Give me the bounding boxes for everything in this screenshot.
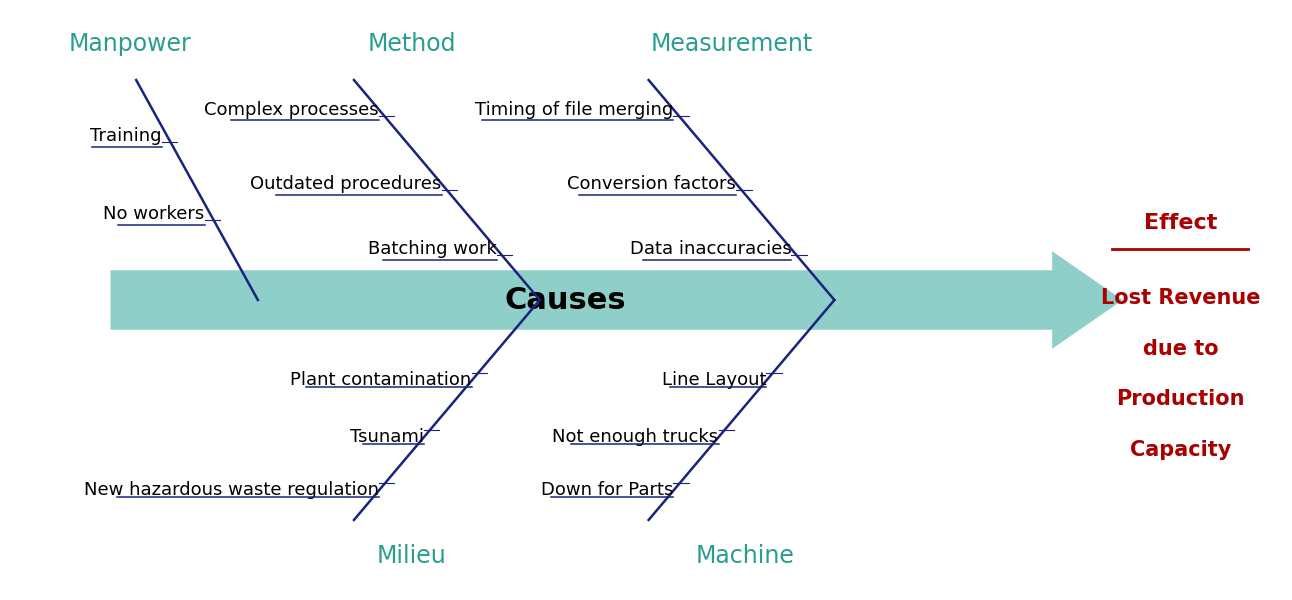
Text: Measurement: Measurement (651, 32, 813, 56)
Text: Complex processes: Complex processes (204, 101, 379, 119)
Text: Manpower: Manpower (68, 32, 191, 56)
Text: Not enough trucks: Not enough trucks (553, 428, 718, 446)
Text: Tsunami: Tsunami (350, 428, 424, 446)
Text: due to: due to (1142, 338, 1218, 359)
Text: Outdated procedures: Outdated procedures (251, 175, 442, 193)
Text: Batching work: Batching work (368, 241, 496, 259)
Text: Milieu: Milieu (377, 544, 447, 568)
Text: Conversion factors: Conversion factors (567, 175, 736, 193)
Text: Training: Training (90, 127, 162, 145)
Text: Causes: Causes (505, 286, 627, 314)
Text: Timing of file merging: Timing of file merging (475, 101, 673, 119)
Text: Line Layout: Line Layout (662, 371, 766, 389)
Text: New hazardous waste regulation: New hazardous waste regulation (84, 481, 379, 499)
Text: Data inaccuracies: Data inaccuracies (629, 241, 792, 259)
Text: Down for Parts: Down for Parts (541, 481, 673, 499)
Text: No workers: No workers (103, 205, 204, 223)
Text: Lost Revenue: Lost Revenue (1101, 288, 1260, 308)
Text: Effect: Effect (1143, 213, 1217, 233)
Text: Plant contamination: Plant contamination (291, 371, 472, 389)
Text: Production: Production (1116, 389, 1244, 409)
Text: Method: Method (367, 32, 456, 56)
Text: Machine: Machine (695, 544, 795, 568)
Polygon shape (111, 251, 1123, 349)
Text: Capacity: Capacity (1129, 440, 1231, 460)
